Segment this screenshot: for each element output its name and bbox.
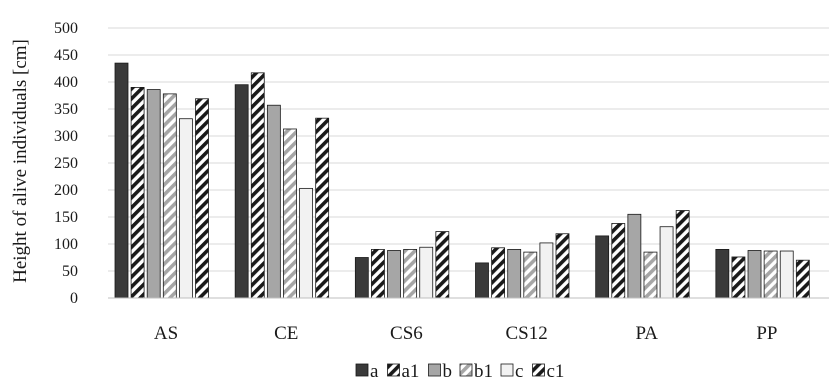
bar-CS12-b — [507, 248, 522, 299]
x-axis-ticks: AS CE CS6 CS12 PA PP — [154, 323, 778, 344]
legend-label-c1: c1 — [547, 361, 565, 382]
x-tick-label: AS — [154, 323, 178, 344]
y-tick-label: 0 — [70, 290, 78, 307]
y-tick-label: 450 — [54, 47, 78, 64]
bar-PP-b1 — [763, 250, 778, 299]
y-axis-label: Height of alive individuals [cm] — [10, 39, 31, 283]
bar-PA-b1 — [643, 251, 658, 299]
bar-CS6-b1 — [403, 248, 418, 299]
legend-swatch-a — [355, 363, 369, 377]
legend-swatch-b — [428, 363, 441, 377]
legend-label-a: a — [370, 361, 379, 382]
x-tick-label: CE — [274, 323, 298, 344]
bar-CE-b — [266, 104, 281, 299]
gridlines — [108, 27, 829, 272]
legend-swatch-b1 — [459, 363, 473, 377]
bar-PP-a — [715, 248, 730, 299]
y-tick-label: 400 — [54, 74, 78, 91]
bar-CS12-a — [475, 262, 489, 299]
bar-AS-c1 — [195, 98, 209, 299]
legend-swatch-a1 — [387, 363, 400, 377]
bar-CS6-a1 — [371, 248, 385, 299]
bar-CE-a1 — [250, 72, 265, 299]
bar-CS12-b1 — [523, 251, 538, 299]
bar-AS-b1 — [162, 93, 177, 299]
y-tick-label: 100 — [54, 236, 78, 253]
bar-AS-b — [146, 89, 161, 299]
y-tick-label: 500 — [54, 20, 78, 37]
bar-PA-a — [595, 235, 610, 299]
bar-CS6-c — [419, 246, 434, 299]
bar-PP-c1 — [795, 259, 810, 299]
y-tick-label: 350 — [54, 101, 78, 118]
bar-CE-c1 — [315, 117, 330, 299]
y-tick-label: 50 — [62, 263, 78, 280]
bar-PP-b — [747, 250, 762, 299]
x-tick-label: CS6 — [390, 323, 423, 344]
y-tick-label: 150 — [54, 209, 78, 226]
bar-CS12-c — [539, 242, 554, 299]
bar-PA-b — [627, 213, 642, 299]
bar-AS-a1 — [130, 87, 145, 299]
y-tick-label: 300 — [54, 128, 78, 145]
legend-label-b: b — [443, 361, 453, 382]
legend: a a1 b b1 c c1 — [355, 361, 565, 382]
bar-CE-c — [299, 187, 313, 299]
bar-AS-a — [114, 62, 129, 299]
bar-PP-a1 — [731, 256, 746, 299]
bar-PA-c — [659, 226, 674, 299]
legend-swatch-c1 — [532, 363, 545, 377]
y-tick-label: 200 — [54, 182, 78, 199]
y-tick-label: 250 — [54, 155, 78, 172]
x-tick-label: CS12 — [505, 323, 547, 344]
x-tick-label: PP — [756, 323, 777, 344]
legend-label-b1: b1 — [474, 361, 493, 382]
bar-CE-b1 — [283, 128, 297, 299]
bar-PP-c — [779, 250, 794, 299]
legend-label-c: c — [515, 361, 523, 382]
legend-label-a1: a1 — [402, 361, 420, 382]
bar-CS12-c1 — [555, 233, 570, 299]
bar-CS6-a — [354, 257, 369, 299]
bar-PA-c1 — [675, 210, 690, 299]
bar-CS6-b — [387, 250, 401, 299]
bar-CS12-a1 — [491, 247, 506, 299]
y-axis-ticks: 0 50 100 150 200 250 300 350 400 450 500 — [54, 20, 78, 307]
bar-CE-a — [234, 84, 249, 299]
bar-PA-a1 — [611, 223, 626, 299]
bar-AS-c — [178, 118, 193, 299]
legend-swatch-c — [500, 363, 514, 377]
bars — [114, 62, 810, 299]
bar-CS6-c1 — [435, 231, 450, 299]
x-tick-label: PA — [635, 323, 658, 344]
